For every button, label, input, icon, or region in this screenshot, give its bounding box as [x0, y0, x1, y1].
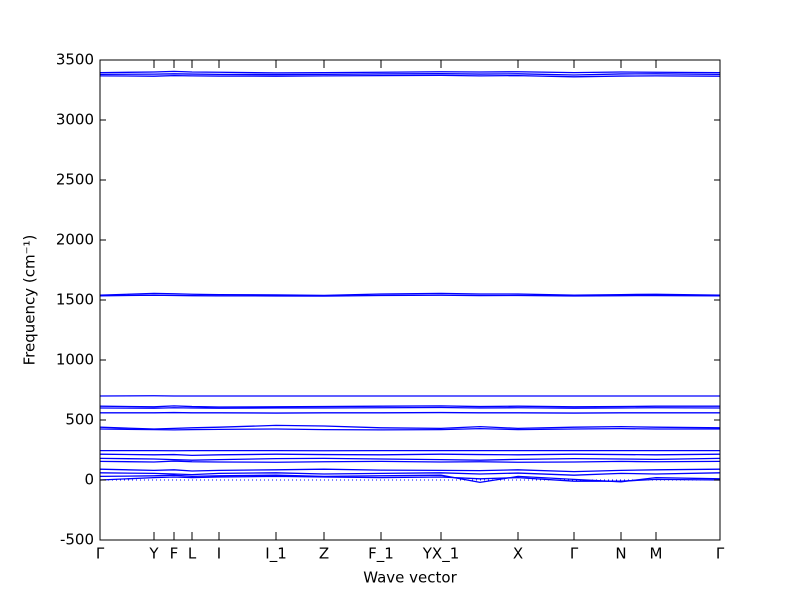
band-line — [99, 475, 721, 482]
band-line — [99, 468, 721, 473]
y-tick-label: 2500 — [56, 171, 94, 189]
x-tick-label: I_1 — [265, 545, 286, 564]
band-line — [99, 70, 721, 74]
band-line — [99, 460, 721, 463]
x-axis-label: Wave vector — [363, 569, 457, 587]
band-line — [99, 453, 721, 457]
y-tick-label: 1500 — [56, 291, 94, 309]
band-line — [99, 73, 721, 76]
y-tick-label: -500 — [60, 531, 94, 549]
x-tick-label: F — [170, 545, 179, 563]
x-tick-label: Γ — [96, 545, 105, 563]
band-line — [99, 292, 721, 297]
y-axis-label: Frequency (cm⁻¹) — [21, 235, 39, 366]
x-tick-label: Z — [319, 545, 329, 563]
y-tick-label: 3000 — [56, 111, 94, 129]
band-line — [99, 427, 720, 431]
band-line — [99, 424, 721, 430]
x-tick-label: I — [217, 545, 221, 563]
band-line — [99, 406, 721, 409]
x-tick-label: Y — [148, 545, 159, 563]
x-tick-label: M — [650, 545, 663, 563]
x-tick-label: YX_1 — [422, 545, 459, 564]
plot-frame — [99, 59, 721, 541]
x-tick-label: L — [188, 545, 197, 563]
y-tick-label: 500 — [65, 411, 94, 429]
x-tick-label: Γ — [570, 545, 579, 563]
y-tick-label: 2000 — [56, 231, 94, 249]
band-line — [99, 472, 721, 476]
band-line — [99, 74, 721, 78]
y-tick-label: 3500 — [56, 51, 94, 69]
x-tick-label: Γ — [716, 545, 725, 563]
y-tick-label: 0 — [84, 471, 94, 489]
band-line — [99, 405, 720, 408]
y-tick-label: 1000 — [56, 351, 94, 369]
x-tick-label: N — [615, 545, 626, 563]
band-line — [99, 457, 721, 461]
band-line — [99, 294, 721, 297]
x-tick-label: X — [513, 545, 523, 563]
x-tick-label: F_1 — [368, 545, 394, 564]
